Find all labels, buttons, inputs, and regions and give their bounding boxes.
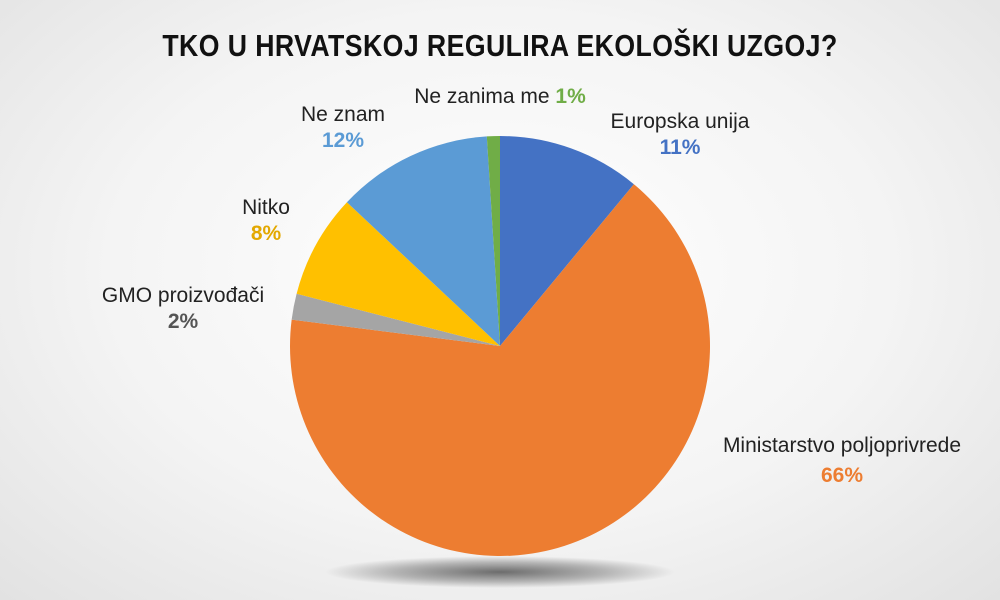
label-name-europska-unija: Europska unija: [611, 110, 750, 133]
pie-slices: [290, 136, 711, 557]
label-value-nitko: 8%: [251, 222, 282, 245]
label-value-ministarstvo-poljoprivrede: 66%: [821, 464, 863, 487]
pie-shadow: [325, 556, 675, 588]
label-value-ne-zanima-me: 1%: [555, 85, 586, 108]
label-name-nitko: Nitko: [242, 196, 290, 219]
slice-gmo-proizvodaci: [291, 293, 500, 346]
label-name-ne-zanima-me: Ne zanima me: [414, 85, 555, 108]
chart-title: TKO U HRVATSKOJ REGULIRA EKOLOŠKI UZGOJ?: [162, 28, 838, 63]
label-name-gmo-proizvodaci: GMO proizvođači: [102, 284, 264, 307]
slice-europska-unija: [500, 136, 634, 346]
label-name-ne-znam: Ne znam: [301, 103, 385, 126]
label-value-ne-znam: 12%: [322, 129, 364, 152]
slice-ministarstvo-poljoprivrede: [290, 184, 711, 557]
label-value-europska-unija: 11%: [660, 136, 701, 159]
label-value-gmo-proizvodaci: 2%: [168, 310, 199, 333]
label-ne-zanima-me: Ne zanima me 1%: [414, 85, 586, 108]
slice-ne-znam: [346, 136, 500, 346]
slice-nitko: [296, 202, 500, 346]
slice-ne-zanima-me: [486, 136, 500, 346]
label-name-ministarstvo-poljoprivrede: Ministarstvo poljoprivrede: [723, 434, 961, 457]
pie-labels: Europska unija 11% Ministarstvo poljoprivr…: [102, 85, 961, 487]
